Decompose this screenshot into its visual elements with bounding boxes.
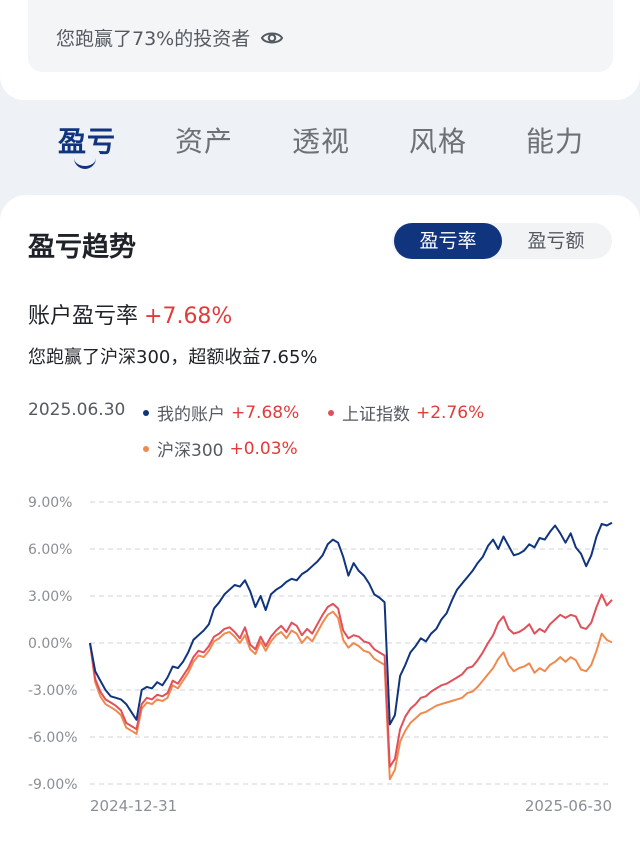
y-tick-label: 0.00% xyxy=(28,636,72,652)
legend-dot xyxy=(328,409,334,416)
tab-profit-loss[interactable]: 盈亏 xyxy=(58,120,117,169)
tab-label: 资产 xyxy=(175,125,234,158)
active-tab-indicator xyxy=(74,156,96,169)
metric-toggle: 盈亏率 盈亏额 xyxy=(392,223,612,259)
legend-value: +7.68% xyxy=(231,402,300,423)
summary-card: 您跑赢了73%的投资者 xyxy=(0,0,640,100)
account-rate-row: 账户盈亏率 +7.68% xyxy=(28,298,232,330)
profit-trend-chart[interactable]: 9.00% 6.00% 3.00% 0.00% -3.00% -6.00% -9.00% 20… xyxy=(0,485,640,825)
rank-text: 您跑赢了73%的投资者 xyxy=(56,28,251,50)
profit-trend-card: 盈亏趋势 盈亏率 盈亏额 账户盈亏率 +7.68% 您跑赢了沪深300，超额收益7… xyxy=(0,195,640,851)
legend-item-account: 我的账户 +7.68% xyxy=(143,400,299,425)
y-tick-label: -6.00% xyxy=(28,730,78,746)
account-rate-label: 账户盈亏率 xyxy=(28,304,139,329)
tab-label: 透视 xyxy=(292,125,351,158)
tab-label: 盈亏 xyxy=(58,125,117,158)
toggle-amount-button[interactable]: 盈亏额 xyxy=(527,230,585,252)
tab-insight[interactable]: 透视 xyxy=(292,120,350,160)
x-start-label: 2024-12-31 xyxy=(90,797,177,815)
excess-return-text: 您跑赢了沪深300，超额收益7.65% xyxy=(28,347,318,368)
y-tick-label: -9.00% xyxy=(28,777,78,793)
legend-item-sse: 上证指数 +2.76% xyxy=(328,400,484,425)
tab-label: 风格 xyxy=(409,125,468,158)
legend-dot xyxy=(143,409,149,416)
legend-value: +2.76% xyxy=(416,402,485,423)
tab-label: 能力 xyxy=(526,125,585,158)
legend-item-csi300: 沪深300 +0.03% xyxy=(143,436,298,461)
series-line-0 xyxy=(89,521,613,726)
x-end-label: 2025-06-30 xyxy=(525,797,612,815)
rank-row: 您跑赢了73%的投资者 xyxy=(56,24,284,51)
legend-date: 2025.06.30 xyxy=(28,400,126,420)
legend-value: +0.03% xyxy=(229,438,298,459)
legend-dot xyxy=(143,445,149,452)
legend-name: 沪深300 xyxy=(157,441,224,461)
tab-style[interactable]: 风格 xyxy=(409,120,467,160)
y-tick-label: 9.00% xyxy=(28,495,72,511)
y-tick-label: -3.00% xyxy=(28,683,78,699)
legend-name: 我的账户 xyxy=(157,405,225,425)
eye-icon[interactable] xyxy=(260,26,284,50)
section-title: 盈亏趋势 xyxy=(28,232,136,263)
y-tick-label: 6.00% xyxy=(28,542,72,558)
account-rate-value: +7.68% xyxy=(144,304,233,329)
toggle-rate-button[interactable]: 盈亏率 xyxy=(394,223,502,259)
tab-assets[interactable]: 资产 xyxy=(175,120,233,160)
tab-ability[interactable]: 能力 xyxy=(526,120,584,160)
tab-bar: 盈亏 资产 透视 风格 能力 xyxy=(0,120,640,180)
rank-box: 您跑赢了73%的投资者 xyxy=(28,0,613,72)
series-line-1 xyxy=(89,593,613,768)
y-tick-label: 3.00% xyxy=(28,589,72,605)
legend-name: 上证指数 xyxy=(342,405,410,425)
series-line-2 xyxy=(89,610,613,781)
